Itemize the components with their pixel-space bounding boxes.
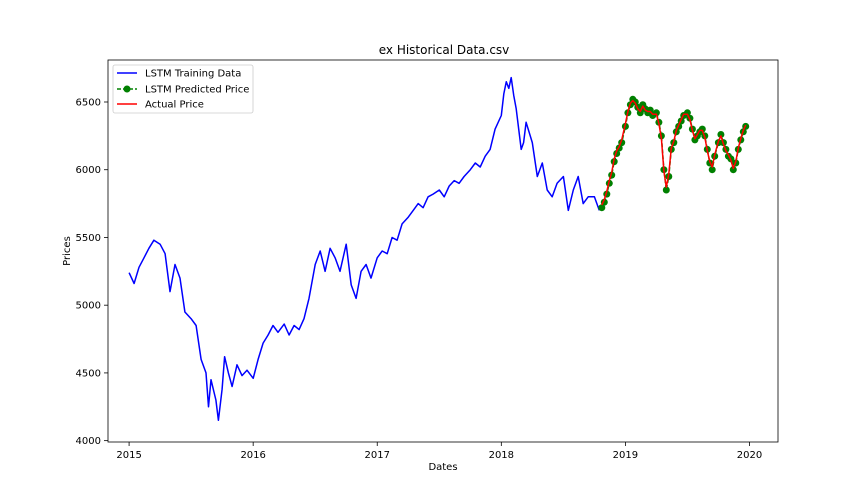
legend-label-training: LSTM Training Data bbox=[145, 69, 241, 80]
y-tick-label: 4000 bbox=[76, 436, 101, 447]
predicted-point bbox=[631, 98, 639, 106]
y-tick-label: 4500 bbox=[76, 368, 101, 379]
x-tick-label: 2017 bbox=[365, 450, 390, 461]
y-tick-label: 6000 bbox=[76, 165, 101, 176]
y-tick-label: 5000 bbox=[76, 301, 101, 312]
chart-title: ex Historical Data.csv bbox=[379, 43, 510, 57]
y-tick-label: 5500 bbox=[76, 233, 101, 244]
x-tick-label: 2015 bbox=[116, 450, 141, 461]
predicted-point bbox=[708, 166, 716, 174]
y-axis-label: Prices bbox=[62, 236, 73, 266]
y-axis-ticks: 4000 4500 5000 5500 6000 6500 bbox=[76, 97, 108, 447]
legend-box bbox=[112, 64, 254, 114]
legend-label-predicted: LSTM Predicted Price bbox=[145, 85, 249, 96]
series-layer bbox=[128, 76, 750, 422]
predicted-point bbox=[729, 166, 737, 174]
x-tick-label: 2020 bbox=[737, 450, 762, 461]
legend: LSTM Training Data LSTM Predicted Price … bbox=[112, 64, 254, 114]
predicted-point bbox=[717, 131, 725, 138]
predicted-point bbox=[662, 186, 670, 194]
series-line-actual-price bbox=[601, 99, 747, 206]
series-line-lstm-training-data bbox=[128, 76, 601, 422]
legend-marker-predicted bbox=[123, 85, 131, 93]
x-axis-label: Dates bbox=[428, 462, 457, 473]
x-tick-label: 2018 bbox=[489, 450, 514, 461]
x-axis-ticks: 2015 2016 2017 2018 2019 2020 bbox=[116, 442, 762, 461]
plot-frame bbox=[107, 59, 779, 443]
legend-label-actual: Actual Price bbox=[145, 100, 204, 111]
y-tick-label: 6500 bbox=[76, 97, 101, 108]
predicted-point bbox=[636, 109, 644, 117]
predicted-point bbox=[598, 204, 606, 212]
x-tick-label: 2019 bbox=[613, 450, 638, 461]
x-tick-label: 2016 bbox=[240, 450, 265, 461]
